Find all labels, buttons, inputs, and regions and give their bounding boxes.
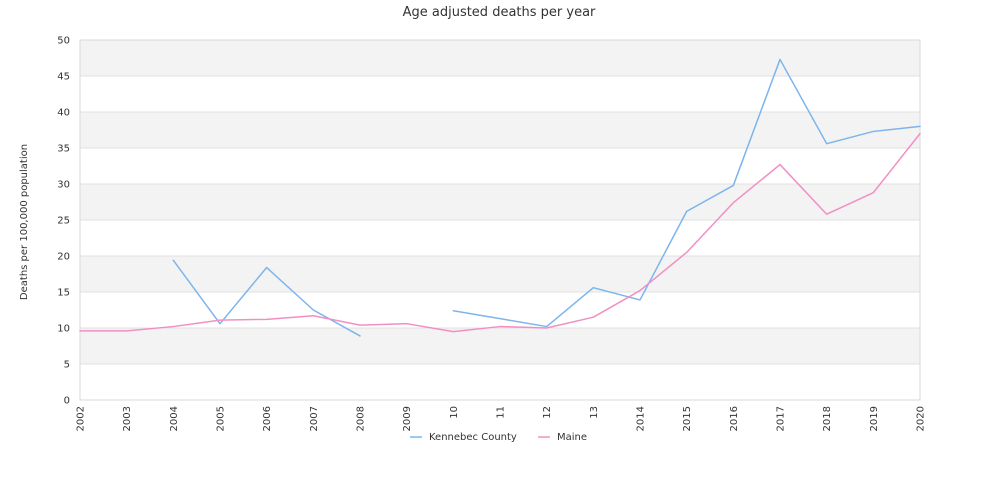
x-tick-label: 2014: [636, 406, 647, 431]
y-tick-label: 5: [64, 360, 70, 371]
grid-bands: [80, 40, 920, 400]
series-2: [79, 132, 921, 333]
legend-item[interactable]: Kennebec County: [410, 432, 517, 443]
x-tick-label: 2017: [776, 406, 787, 431]
series-line: [452, 58, 921, 328]
x-axis: 2002 2003 2004 2005 2006 2007 2008 2009 10 11 12 13…: [76, 406, 927, 431]
y-tick-label: 0: [64, 396, 70, 407]
grid-band: [80, 364, 920, 400]
x-tick-label: 13: [589, 406, 600, 419]
grid-band: [80, 148, 920, 184]
y-axis: 0 5 10 15 20 25 30 35 40 45 50: [57, 36, 70, 407]
y-tick-label: 50: [57, 36, 70, 47]
x-tick-label: 2018: [822, 406, 833, 431]
series-lines: [79, 58, 921, 337]
y-tick-label: 35: [57, 144, 70, 155]
x-tick-label: 2008: [356, 406, 367, 431]
x-tick-label: 2007: [309, 406, 320, 431]
legend[interactable]: Kennebec County Maine: [410, 432, 587, 443]
x-tick-label: 2015: [682, 406, 693, 431]
grid-band: [80, 76, 920, 112]
grid-band: [80, 220, 920, 256]
legend-label: Kennebec County: [429, 432, 517, 443]
grid-band: [80, 328, 920, 364]
y-tick-label: 10: [57, 324, 70, 335]
y-tick-label: 15: [57, 288, 70, 299]
x-tick-label: 2006: [262, 406, 273, 431]
x-tick-label: 11: [496, 406, 507, 419]
y-tick-label: 25: [57, 216, 70, 227]
grid-band: [80, 184, 920, 220]
y-tick-label: 20: [57, 252, 70, 263]
plot-border: [79, 39, 921, 401]
y-tick-label: 30: [57, 180, 70, 191]
chart-title: Age adjusted deaths per year: [403, 5, 596, 20]
series-line: [79, 132, 921, 333]
x-tick-label: 2003: [122, 406, 133, 431]
legend-label: Maine: [557, 432, 587, 443]
x-tick-label: 12: [542, 406, 553, 419]
x-tick-label: 2005: [216, 406, 227, 431]
x-tick-label: 2020: [916, 406, 927, 431]
x-tick-label: 2002: [76, 406, 87, 431]
x-tick-label: 10: [449, 406, 460, 419]
legend-item[interactable]: Maine: [538, 432, 587, 443]
grid-band: [80, 292, 920, 328]
y-axis-title: Deaths per 100,000 population: [19, 144, 30, 300]
y-tick-label: 40: [57, 108, 70, 119]
x-tick-label: 2016: [729, 406, 740, 431]
y-tick-label: 45: [57, 72, 70, 83]
grid-band: [80, 40, 920, 76]
grid-band: [80, 112, 920, 148]
x-tick-label: 2004: [169, 406, 180, 431]
x-tick-label: 2019: [869, 406, 880, 431]
x-tick-label: 2009: [402, 406, 413, 431]
grid-band: [80, 256, 920, 292]
